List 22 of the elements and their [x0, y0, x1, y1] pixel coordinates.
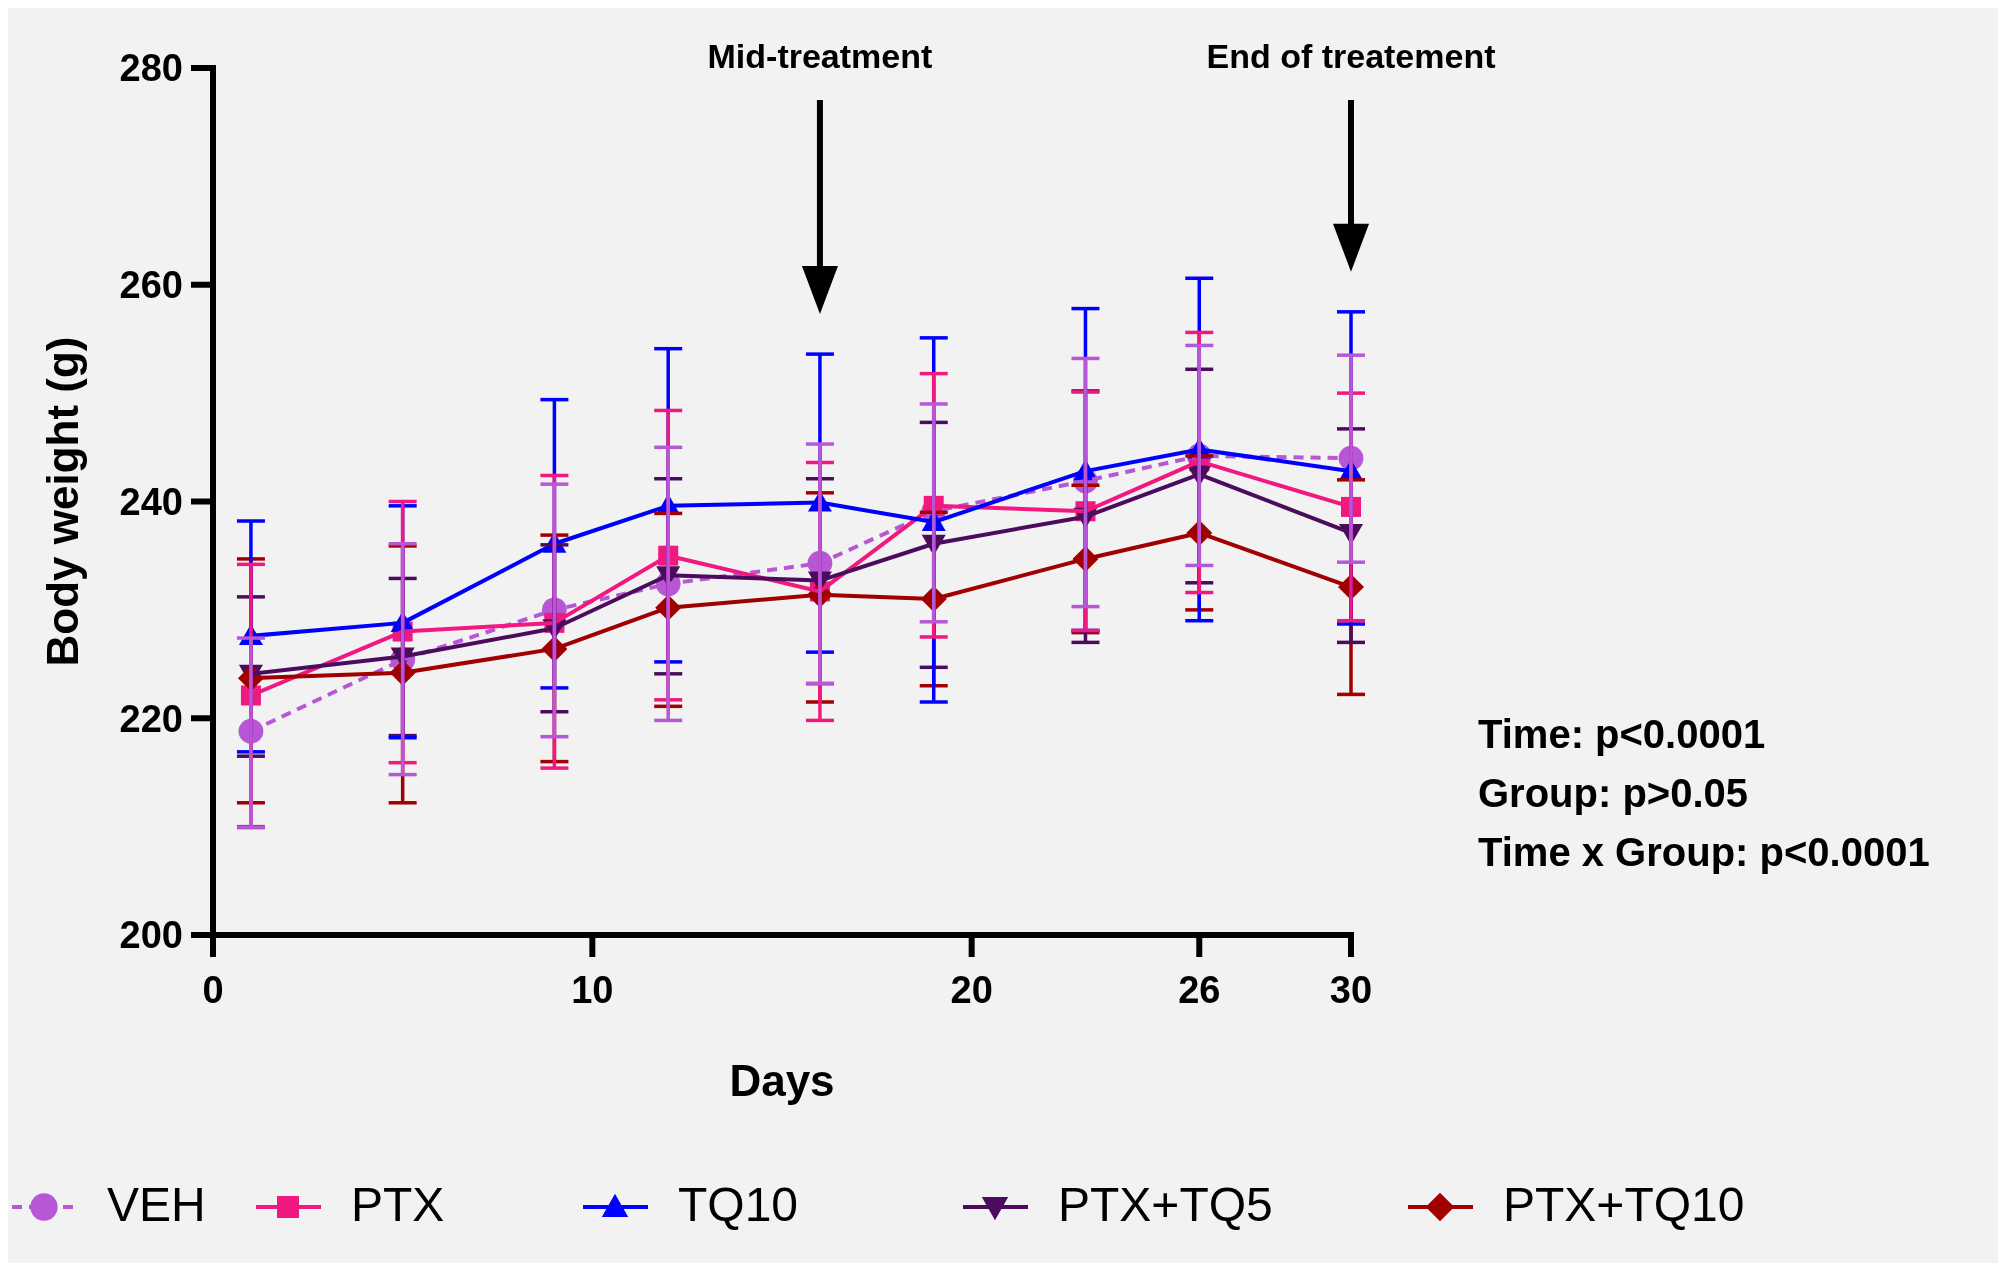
- annotation: End of treatement: [1206, 37, 1496, 75]
- y-tick-label: 200: [119, 914, 183, 957]
- legend-label: TQ10: [678, 1178, 799, 1231]
- text: Group: p>0.05: [1478, 771, 1749, 815]
- x-axis-title: Days: [729, 1056, 835, 1105]
- legend-label: PTX+TQ5: [1058, 1178, 1273, 1231]
- x-tick-label: 0: [202, 969, 224, 1011]
- x-tick-label: 10: [571, 969, 614, 1011]
- text: Time x Group: p<0.0001: [1478, 830, 1930, 874]
- y-tick-label: 220: [119, 697, 183, 740]
- y-tick-label: 280: [119, 47, 183, 90]
- legend-label: PTX: [351, 1178, 445, 1231]
- annotation: Mid-treatment: [707, 37, 933, 75]
- y-axis-title: Body weight (g): [38, 336, 87, 667]
- legend-label: PTX+TQ10: [1503, 1178, 1745, 1231]
- x-tick-label: 20: [950, 969, 993, 1011]
- text: Time: p<0.0001: [1478, 712, 1766, 756]
- legend-label: VEH: [107, 1178, 206, 1231]
- y-tick-label: 240: [119, 480, 183, 523]
- x-tick-label: 30: [1329, 969, 1373, 1011]
- x-tick-label: 26: [1178, 969, 1221, 1011]
- y-tick-label: 260: [119, 264, 183, 307]
